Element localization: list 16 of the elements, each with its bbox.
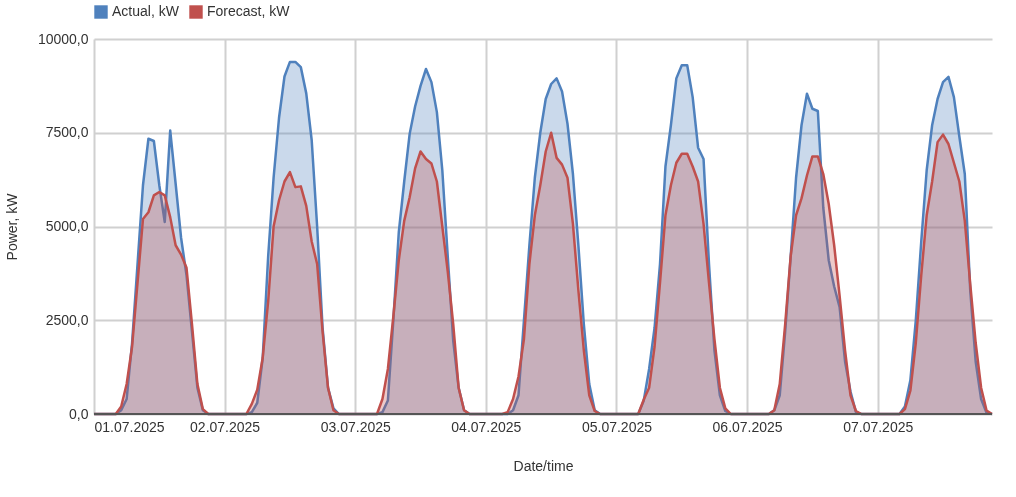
- y-tick-label: 0,0: [69, 405, 89, 422]
- legend-label: Actual, kW: [112, 3, 180, 19]
- y-tick-label: 5000,0: [45, 218, 89, 234]
- x-axis-title: Date/time: [513, 457, 574, 474]
- y-tick-label: 7500,0: [45, 124, 89, 141]
- x-tick-label: 05.07.2025: [581, 418, 653, 435]
- legend-label: Forecast, kW: [207, 3, 291, 19]
- x-tick-label: 04.07.2025: [451, 418, 522, 435]
- x-tick-label: 06.07.2025: [712, 418, 783, 435]
- x-tick-label: 02.07.2025: [190, 418, 261, 435]
- y-tick-label: 10000,0: [37, 30, 89, 47]
- x-tick-label: 01.07.2025: [94, 418, 165, 435]
- y-tick-label: 2500,0: [45, 311, 89, 328]
- x-tick-label: 03.07.2025: [320, 418, 391, 435]
- y-axis-title: Power, kW: [3, 192, 20, 261]
- x-tick-label: 07.07.2025: [843, 418, 914, 435]
